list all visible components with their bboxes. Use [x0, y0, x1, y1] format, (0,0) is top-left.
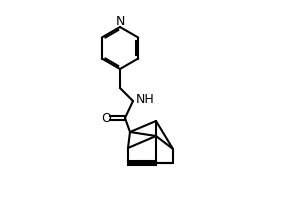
Text: O: O [101, 112, 111, 124]
Text: NH: NH [135, 93, 154, 106]
Text: N: N [115, 15, 125, 28]
